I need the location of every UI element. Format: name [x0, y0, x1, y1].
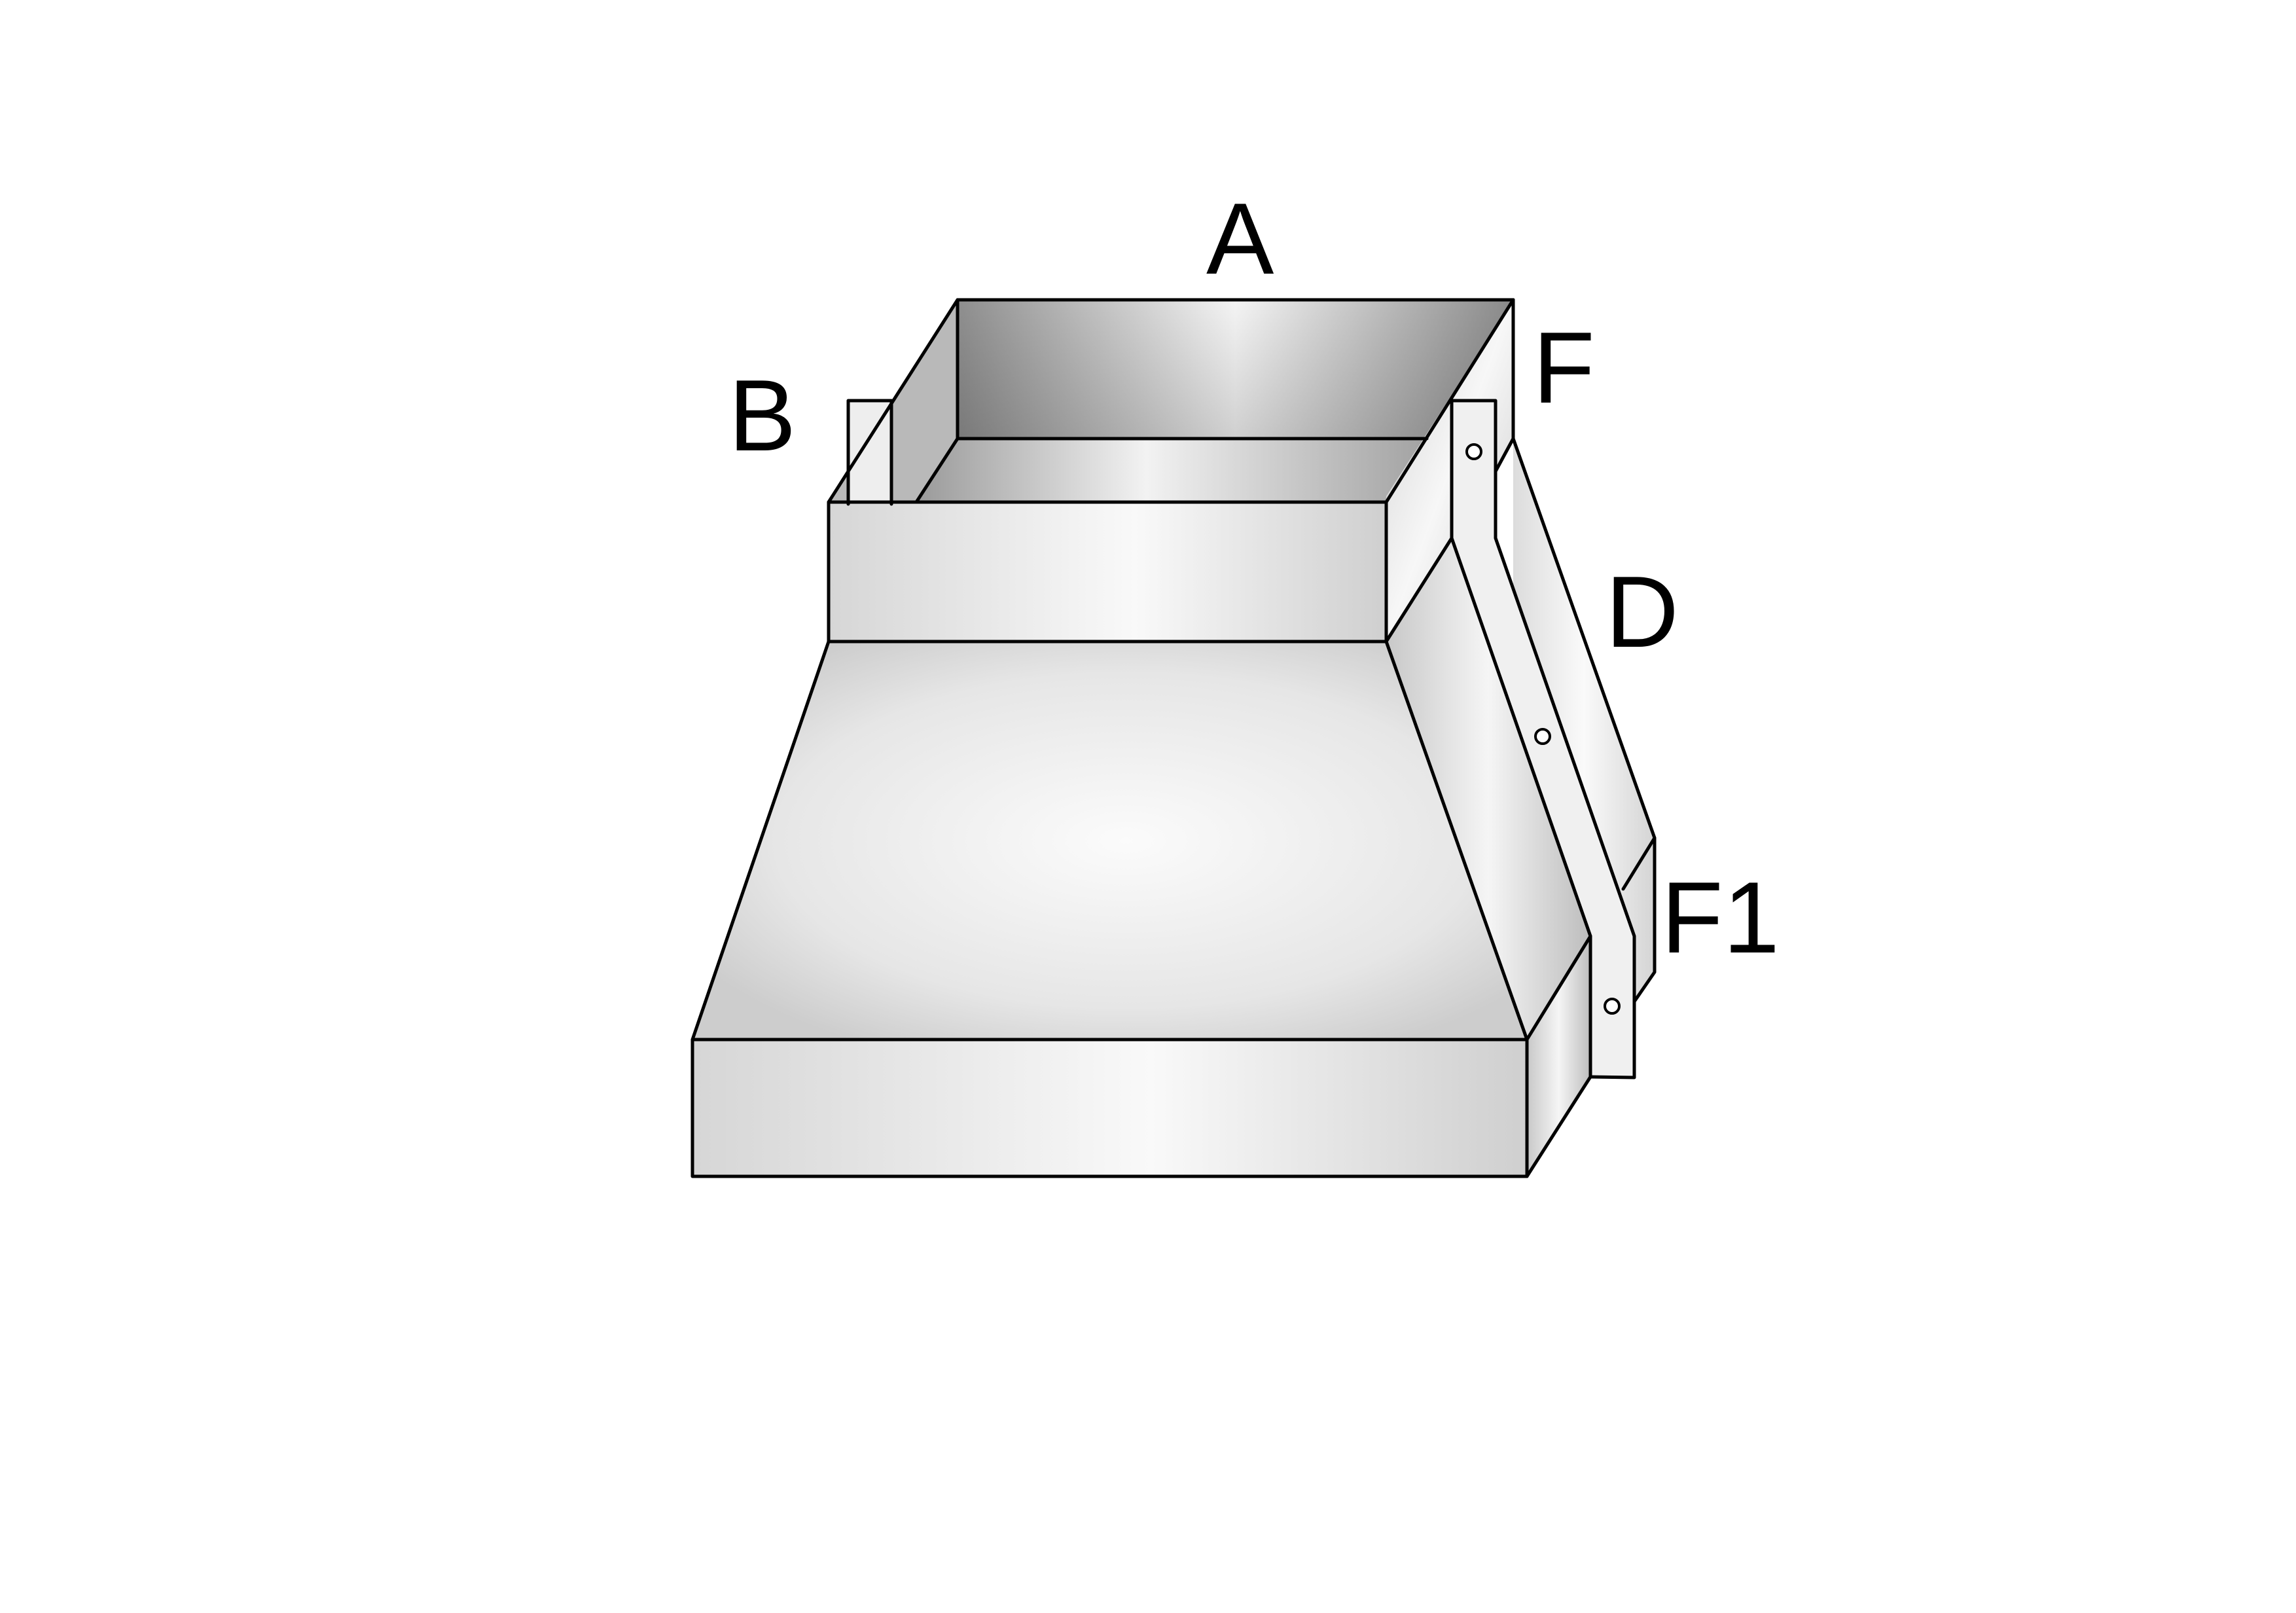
collar-floor-step	[916, 439, 1427, 502]
label-a: A	[1206, 182, 1274, 295]
rivet-bottom	[1605, 999, 1619, 1013]
label-d: D	[1605, 555, 1679, 668]
rivet-middle	[1535, 729, 1550, 744]
collar-front-face	[829, 502, 1386, 642]
taper-front-face	[692, 642, 1527, 1040]
label-f: F	[1533, 311, 1595, 424]
label-f1: F1	[1661, 861, 1780, 974]
rivet-top	[1467, 444, 1481, 459]
label-b: B	[728, 359, 796, 472]
collar-back-inner-shade	[958, 300, 1513, 439]
base-front-face	[692, 1040, 1527, 1176]
